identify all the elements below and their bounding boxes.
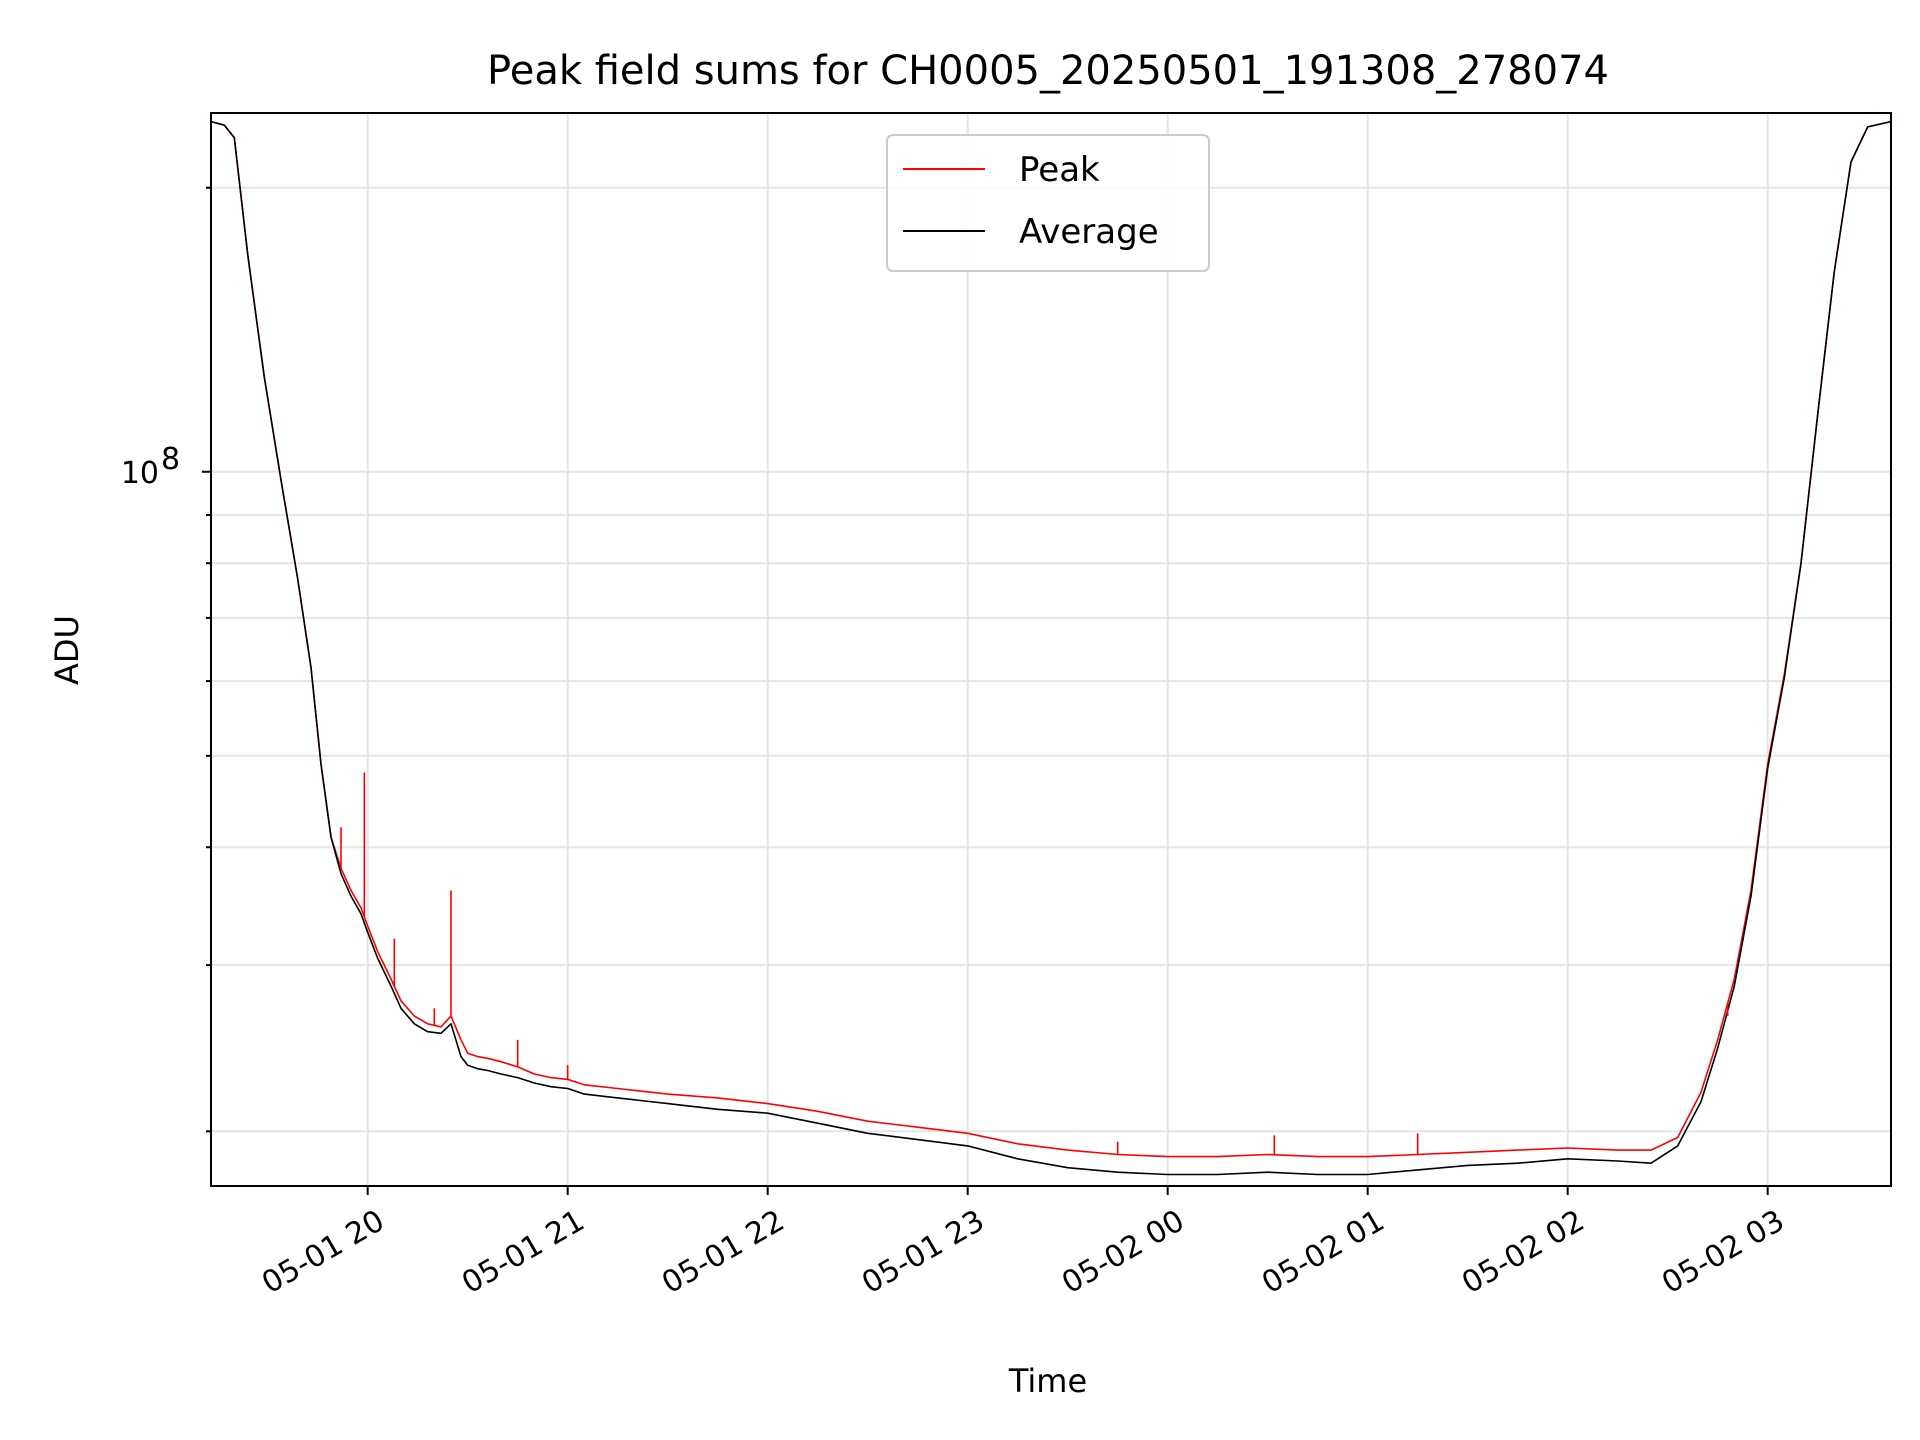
series-line-average — [211, 120, 1891, 1176]
chart-title: Peak field sums for CH0005_20250501_1913… — [487, 48, 1609, 94]
plot-frame — [210, 112, 1892, 1187]
legend: Peak Average — [886, 134, 1210, 272]
legend-label-average: Average — [1019, 212, 1159, 252]
grid — [211, 113, 1891, 1186]
series-line-peak — [211, 120, 1891, 1158]
x-axis-label: Time — [1008, 1362, 1087, 1400]
y-tick-label-exponent: 8 — [161, 442, 180, 477]
series-layer — [211, 120, 1891, 1176]
y-tick-label-base: 10 — [121, 456, 159, 491]
y-axis-label: ADU — [48, 615, 86, 685]
legend-label-peak: Peak — [1019, 150, 1100, 190]
y-major-tick-label: 10 8 — [121, 442, 180, 491]
